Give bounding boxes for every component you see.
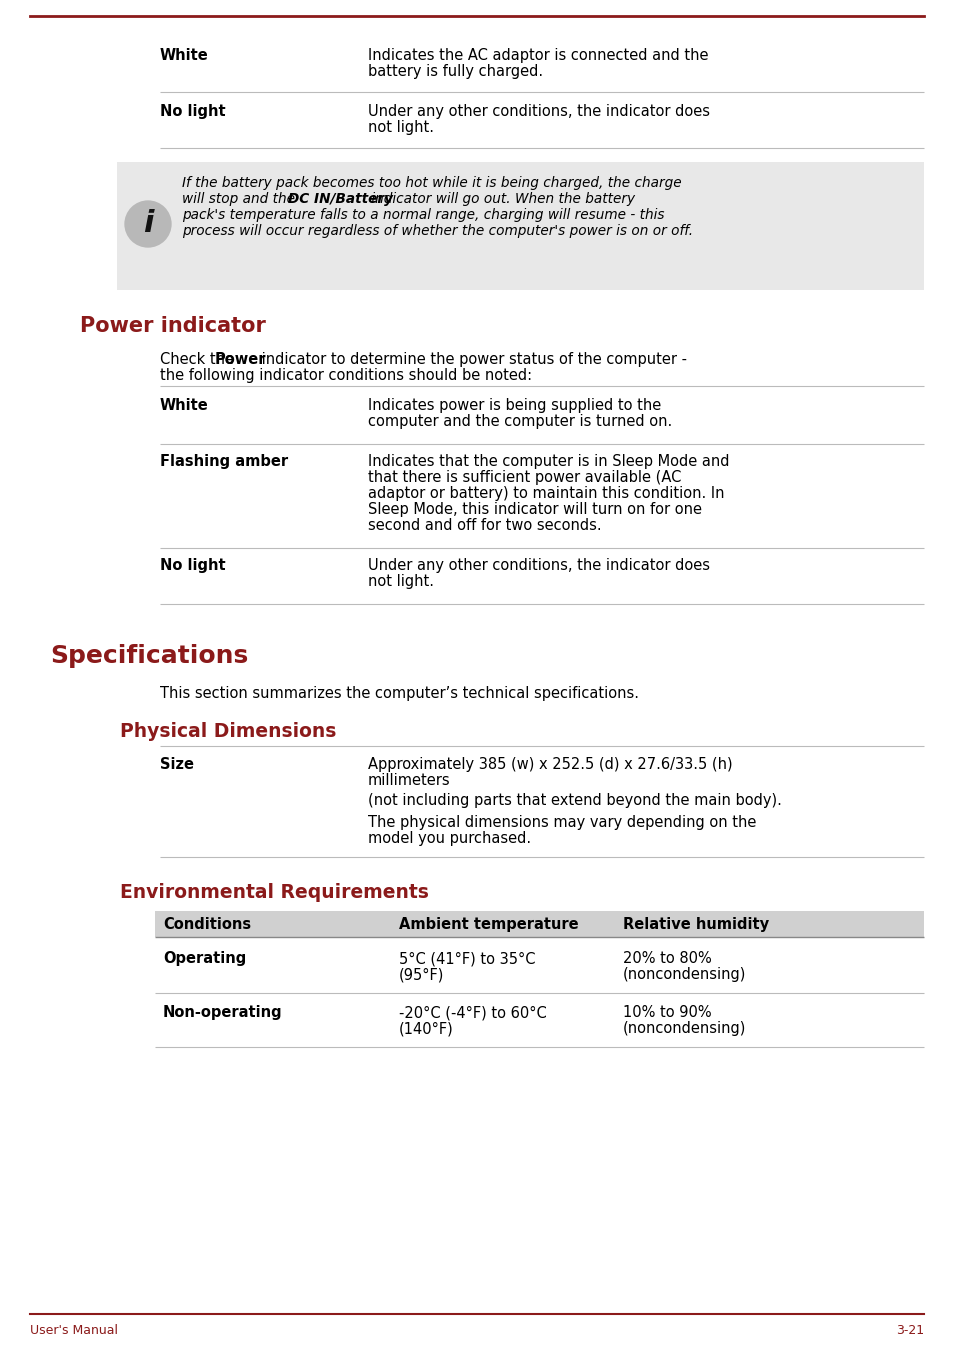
Text: 10% to 90%: 10% to 90% xyxy=(622,1005,711,1020)
Text: Flashing amber: Flashing amber xyxy=(160,455,288,469)
Text: pack's temperature falls to a normal range, charging will resume - this: pack's temperature falls to a normal ran… xyxy=(182,208,664,222)
Text: 5°C (41°F) to 35°C: 5°C (41°F) to 35°C xyxy=(398,951,535,966)
Text: (noncondensing): (noncondensing) xyxy=(622,1021,745,1036)
Text: Power indicator: Power indicator xyxy=(80,316,266,336)
Text: (95°F): (95°F) xyxy=(398,967,444,982)
Text: -20°C (-4°F) to 60°C: -20°C (-4°F) to 60°C xyxy=(398,1005,546,1020)
Text: indicator to determine the power status of the computer -: indicator to determine the power status … xyxy=(256,352,686,367)
Text: No light: No light xyxy=(160,104,226,118)
Text: Operating: Operating xyxy=(163,951,246,966)
Text: Physical Dimensions: Physical Dimensions xyxy=(120,722,336,741)
Text: No light: No light xyxy=(160,558,226,573)
Text: model you purchased.: model you purchased. xyxy=(368,831,531,846)
Text: Approximately 385 (w) x 252.5 (d) x 27.6/33.5 (h): Approximately 385 (w) x 252.5 (d) x 27.6… xyxy=(368,757,732,772)
Text: not light.: not light. xyxy=(368,574,434,589)
Text: Specifications: Specifications xyxy=(50,644,248,668)
Text: computer and the computer is turned on.: computer and the computer is turned on. xyxy=(368,414,672,429)
Text: Sleep Mode, this indicator will turn on for one: Sleep Mode, this indicator will turn on … xyxy=(368,502,701,516)
Text: adaptor or battery) to maintain this condition. In: adaptor or battery) to maintain this con… xyxy=(368,486,723,500)
Text: Power: Power xyxy=(214,352,266,367)
Text: process will occur regardless of whether the computer's power is on or off.: process will occur regardless of whether… xyxy=(182,225,693,238)
Text: Relative humidity: Relative humidity xyxy=(622,917,768,932)
Text: If the battery pack becomes too hot while it is being charged, the charge: If the battery pack becomes too hot whil… xyxy=(182,176,680,190)
Text: Under any other conditions, the indicator does: Under any other conditions, the indicato… xyxy=(368,104,709,118)
Text: Ambient temperature: Ambient temperature xyxy=(398,917,578,932)
Text: DC IN/Battery: DC IN/Battery xyxy=(288,192,393,206)
Text: 3-21: 3-21 xyxy=(895,1323,923,1337)
Text: (140°F): (140°F) xyxy=(398,1021,454,1036)
FancyBboxPatch shape xyxy=(117,161,923,291)
Text: White: White xyxy=(160,398,209,413)
Text: not light.: not light. xyxy=(368,120,434,134)
Text: 20% to 80%: 20% to 80% xyxy=(622,951,711,966)
Text: millimeters: millimeters xyxy=(368,773,450,788)
Text: White: White xyxy=(160,48,209,63)
FancyBboxPatch shape xyxy=(154,911,923,937)
Text: (not including parts that extend beyond the main body).: (not including parts that extend beyond … xyxy=(368,794,781,808)
Text: second and off for two seconds.: second and off for two seconds. xyxy=(368,518,601,533)
Text: indicator will go out. When the battery: indicator will go out. When the battery xyxy=(367,192,635,206)
Text: Conditions: Conditions xyxy=(163,917,251,932)
Text: Check the: Check the xyxy=(160,352,238,367)
Text: Indicates that the computer is in Sleep Mode and: Indicates that the computer is in Sleep … xyxy=(368,455,729,469)
Text: Non-operating: Non-operating xyxy=(163,1005,282,1020)
Text: Size: Size xyxy=(160,757,193,772)
Text: User's Manual: User's Manual xyxy=(30,1323,118,1337)
Text: Environmental Requirements: Environmental Requirements xyxy=(120,884,429,902)
Text: that there is sufficient power available (AC: that there is sufficient power available… xyxy=(368,469,680,486)
Text: the following indicator conditions should be noted:: the following indicator conditions shoul… xyxy=(160,369,532,383)
Text: battery is fully charged.: battery is fully charged. xyxy=(368,65,542,79)
Text: Indicates the AC adaptor is connected and the: Indicates the AC adaptor is connected an… xyxy=(368,48,708,63)
Text: The physical dimensions may vary depending on the: The physical dimensions may vary dependi… xyxy=(368,815,756,830)
Text: This section summarizes the computer’s technical specifications.: This section summarizes the computer’s t… xyxy=(160,686,639,701)
Text: Under any other conditions, the indicator does: Under any other conditions, the indicato… xyxy=(368,558,709,573)
Text: Indicates power is being supplied to the: Indicates power is being supplied to the xyxy=(368,398,660,413)
Text: will stop and the: will stop and the xyxy=(182,192,299,206)
Text: i: i xyxy=(143,210,153,238)
Text: (noncondensing): (noncondensing) xyxy=(622,967,745,982)
